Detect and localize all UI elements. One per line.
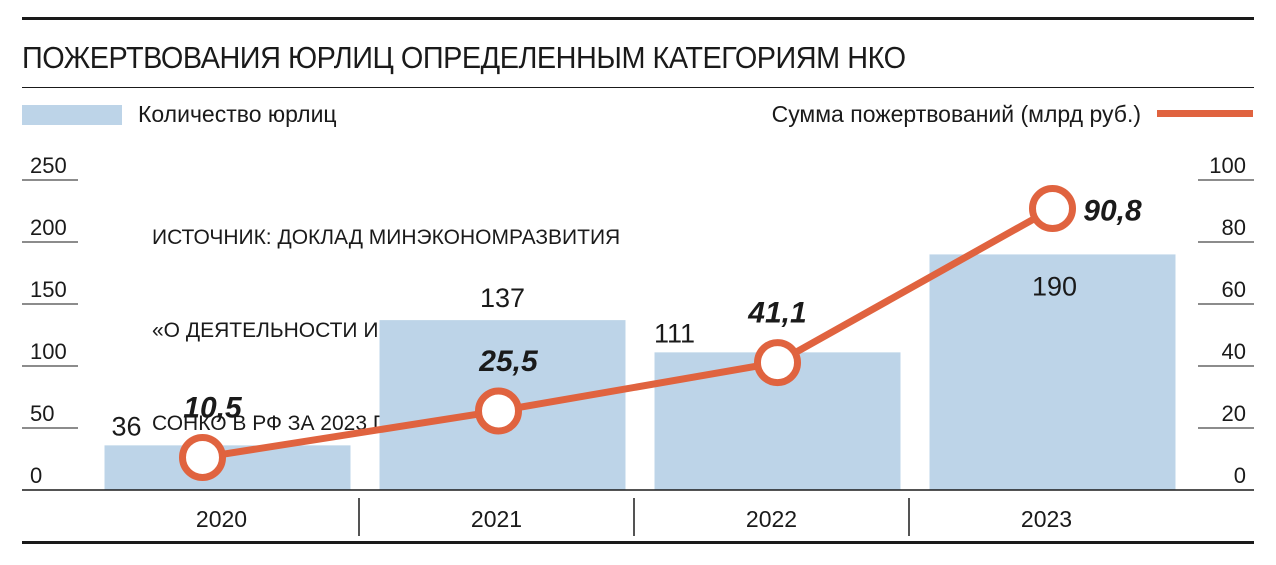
line-value-label: 41,1	[747, 297, 806, 330]
left-axis-tick-label: 50	[30, 401, 54, 426]
bottom-rule	[22, 541, 1254, 544]
left-axis-tick-label: 100	[30, 339, 67, 364]
right-axis-tick-label: 20	[1222, 401, 1246, 426]
x-axis-tick-label: 2020	[196, 506, 247, 532]
left-axis-tick-label: 250	[30, 153, 67, 178]
line-marker	[179, 433, 226, 481]
legend-bar-label: Количество юрлиц	[138, 101, 337, 127]
x-axis-tick-label: 2023	[1021, 506, 1072, 532]
source-line-1: ИСТОЧНИК: ДОКЛАД МИНЭКОНОМРАЗВИТИЯ	[152, 226, 621, 249]
top-rule	[22, 17, 1254, 20]
bar-value-label: 190	[1032, 271, 1077, 301]
left-axis-tick-label: 0	[30, 463, 42, 488]
line-series	[201, 205, 1055, 461]
line-marker	[754, 339, 801, 387]
legend-line-label: Сумма пожертвований (млрд руб.)	[771, 101, 1141, 127]
x-axis-tick-label: 2021	[471, 506, 522, 532]
right-axis-tick-label: 100	[1209, 153, 1246, 178]
left-axis-tick-label: 200	[30, 215, 67, 240]
line-value-label: 90,8	[1083, 195, 1142, 228]
right-axis-tick-label: 60	[1222, 277, 1246, 302]
line-value-label: 25,5	[478, 345, 539, 378]
bar-value-label: 111	[654, 318, 695, 348]
right-axis-tick-label: 0	[1234, 463, 1246, 488]
bar-value-label: 137	[480, 283, 525, 313]
right-axis-tick-label: 80	[1222, 215, 1246, 240]
legend-line-swatch	[1157, 110, 1253, 117]
line-marker	[475, 387, 522, 435]
x-axis-tick-label: 2022	[746, 506, 797, 532]
bar	[929, 254, 1176, 490]
right-axis-tick-label: 40	[1222, 339, 1246, 364]
title-rule	[22, 87, 1254, 88]
line-marker	[1029, 185, 1076, 233]
left-axis-tick-label: 150	[30, 277, 67, 302]
bar-value-label: 36	[111, 411, 141, 441]
chart-title: ПОЖЕРТВОВАНИЯ ЮРЛИЦ ОПРЕДЕЛЕННЫМ КАТЕГОР…	[22, 40, 906, 75]
line-value-label: 10,5	[183, 391, 243, 424]
legend-bar-swatch	[22, 105, 122, 125]
